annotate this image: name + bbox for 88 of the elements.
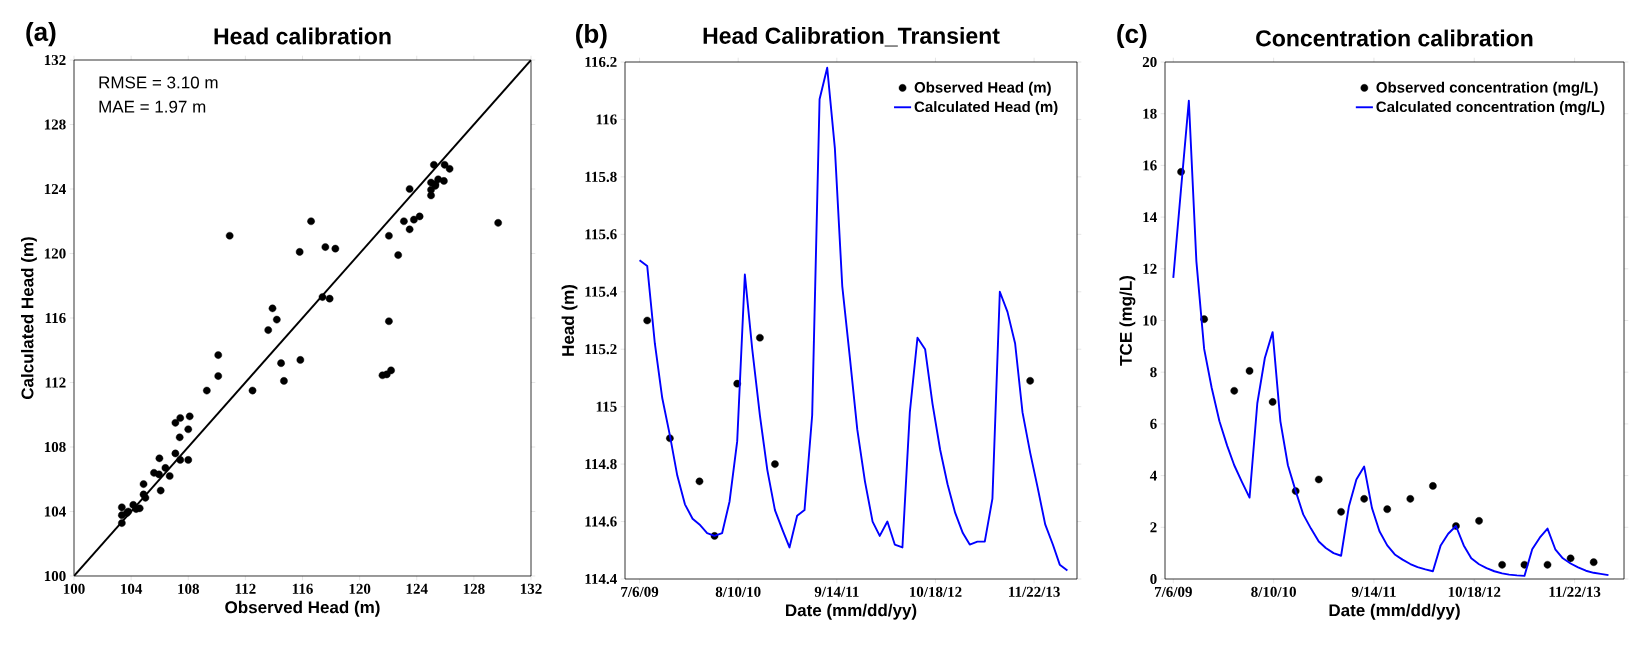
x-tick-label: 100 [63, 583, 85, 594]
y-tick-label: 124 [44, 184, 66, 194]
point [643, 316, 651, 325]
y-tick-label: 0 [1150, 573, 1157, 585]
x-tick-label: 10/18/12 [910, 586, 962, 597]
y-tick-label: 6 [1150, 418, 1157, 429]
y-tick-label: 114.6 [585, 516, 617, 527]
y-tick-label: 115.8 [585, 171, 617, 182]
point [1498, 560, 1506, 569]
x-axis-title: Observed Head (m) [225, 600, 380, 617]
text: (a) [26, 21, 56, 47]
annotation: MAE = 1.97 m [99, 100, 206, 113]
legend-label: Observed concentration (mg/L) [1376, 81, 1598, 96]
y-tick-label: 4 [1149, 470, 1157, 481]
y-tick-label: 18 [1143, 108, 1157, 119]
point [756, 333, 764, 342]
x-tick-label: 10/18/12 [1448, 586, 1501, 597]
y-tick-label: 114.4 [585, 573, 617, 585]
legend-label: Observed Head (m) [914, 81, 1051, 96]
y-axis-title: TCE (mg/L) [1119, 276, 1136, 366]
line-series [638, 66, 1069, 572]
y-tick-label: 132 [44, 54, 66, 66]
annotation: RMSE = 3.10 m [99, 76, 218, 89]
y-tick-label: 2 [1150, 522, 1157, 533]
x-tick-label: 11/22/13 [1549, 586, 1601, 597]
chart-title: Concentration calibration [1256, 29, 1533, 47]
point [771, 460, 779, 468]
x-tick-label: 104 [121, 583, 143, 594]
y-tick-label: 8 [1150, 367, 1157, 378]
point [1314, 475, 1323, 484]
y-tick-label: 128 [44, 119, 66, 130]
x-tick-label: 116 [292, 583, 313, 594]
x-tick-label: 112 [235, 583, 256, 594]
chart-title: Head Calibration_Transient [703, 26, 1000, 47]
legend-label: Calculated Head (m) [914, 101, 1058, 116]
text: (c) [1117, 23, 1147, 49]
y-tick-label: 16 [1143, 160, 1157, 171]
y-tick-label: 115.2 [585, 344, 617, 355]
point [1566, 554, 1575, 563]
x-tick-label: 120 [349, 583, 371, 594]
x-tick-label: 11/22/13 [1009, 586, 1060, 597]
y-tick-label: 115 [596, 401, 617, 412]
x-tick-label: 8/10/10 [715, 586, 761, 597]
point [1406, 495, 1415, 503]
y-tick-label: 14 [1143, 212, 1157, 223]
x-tick-label: 108 [178, 583, 199, 594]
x-tick-label: 7/6/09 [621, 586, 659, 597]
y-tick-label: 104 [44, 506, 66, 517]
point [1429, 482, 1437, 490]
y-tick-label: 12 [1143, 263, 1157, 274]
chart-title: Head calibration [214, 27, 391, 45]
legend-label: Calculated concentration (mg/L) [1376, 101, 1605, 116]
y-tick-label: 108 [44, 441, 66, 453]
point [1475, 517, 1483, 525]
x-tick-label: 9/14/11 [814, 586, 859, 597]
x-tick-label: 7/6/09 [1154, 586, 1192, 597]
y-tick-label: 112 [45, 377, 66, 388]
y-axis-title: Calculated Head (m) [21, 237, 37, 400]
x-tick-label: 8/10/10 [1251, 586, 1296, 597]
y-tick-label: 116.2 [585, 56, 617, 68]
x-axis-title: Date (mm/dd/yy) [1329, 603, 1460, 620]
point [1589, 558, 1598, 566]
y-tick-label: 20 [1142, 56, 1157, 68]
y-tick-label: 116 [596, 114, 617, 125]
point [1026, 377, 1034, 385]
y-tick-label: 114.8 [585, 459, 617, 470]
point [1360, 495, 1368, 503]
y-tick-label: 10 [1143, 315, 1157, 326]
point [1383, 505, 1392, 514]
point [1245, 367, 1254, 375]
y-tick-label: 100 [44, 570, 66, 582]
x-tick-label: 124 [406, 583, 428, 594]
point [1337, 507, 1345, 516]
line-series [1172, 99, 1610, 577]
y-tick-label: 116 [45, 312, 66, 324]
point [1268, 398, 1277, 406]
x-tick-label: 9/14/11 [1351, 586, 1396, 597]
x-tick-label: 132 [520, 583, 542, 594]
y-tick-label: 115.6 [585, 229, 617, 240]
y-tick-label: 120 [44, 248, 66, 259]
x-tick-label: 128 [463, 583, 485, 594]
point [1230, 387, 1239, 395]
point [1543, 560, 1552, 569]
point [695, 477, 704, 486]
y-axis-title: Head (m) [561, 285, 578, 356]
y-tick-label: 115.4 [585, 286, 617, 297]
x-axis-title: Date (mm/dd/yy) [786, 603, 917, 620]
text: (b) [576, 23, 607, 49]
